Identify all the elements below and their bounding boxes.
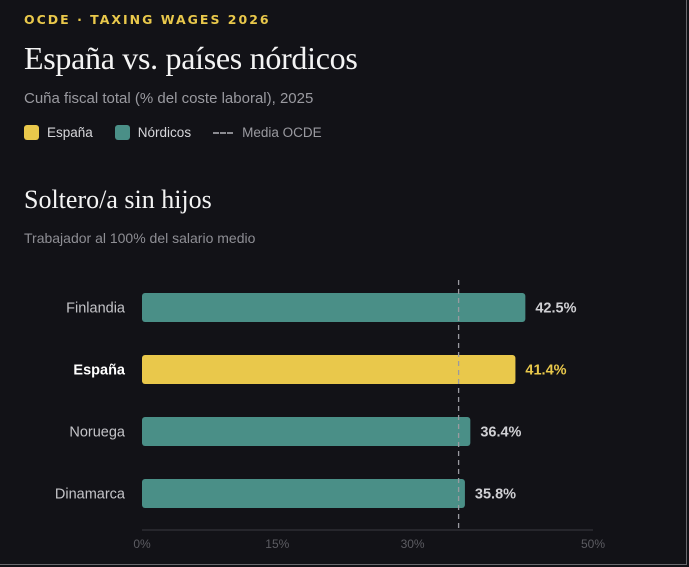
chart-title: España vs. países nórdicos	[24, 40, 358, 76]
section-subtitle: Trabajador al 100% del salario medio	[24, 230, 256, 246]
legend: España Nórdicos Media OCDE	[24, 125, 344, 140]
x-tick-label-3: 50%	[581, 537, 605, 551]
x-tick-label-0: 0%	[133, 537, 151, 551]
category-label-1: España	[73, 363, 126, 379]
legend-swatch-espana	[24, 125, 39, 140]
legend-label-espana: España	[47, 125, 93, 140]
kicker: OCDE · TAXING WAGES 2026	[24, 12, 271, 27]
legend-label-media-ocde: Media OCDE	[242, 125, 322, 140]
category-label-2: Noruega	[69, 425, 126, 441]
legend-item-nordicos: Nórdicos	[114, 125, 192, 140]
value-label-0: 42.5%	[535, 301, 576, 317]
category-label-3: Dinamarca	[55, 487, 126, 503]
value-label-1: 41.4%	[525, 363, 566, 379]
legend-item-media-ocde: Media OCDE	[213, 125, 322, 140]
x-tick-label-1: 15%	[265, 537, 289, 551]
value-label-3: 35.8%	[475, 487, 516, 503]
legend-label-nordicos: Nórdicos	[137, 125, 192, 140]
legend-swatch-nordicos	[114, 125, 130, 140]
section-title: Soltero/a sin hijos	[24, 185, 212, 214]
category-label-0: Finlandia	[66, 301, 126, 317]
bar-1	[142, 355, 516, 384]
bar-chart: Finlandia 42.5% España 41.4% Noruega 36.4% Din…	[55, 280, 605, 551]
value-label-2: 36.4%	[480, 425, 521, 441]
chart-subtitle: Cuña fiscal total (% del coste laboral),…	[24, 90, 314, 107]
bar-2	[142, 417, 471, 446]
x-tick-label-2: 30%	[401, 537, 425, 551]
legend-item-espana: España	[24, 125, 93, 140]
bar-0	[142, 293, 526, 322]
bar-3	[142, 479, 465, 508]
legend-dashed-line	[213, 131, 234, 134]
